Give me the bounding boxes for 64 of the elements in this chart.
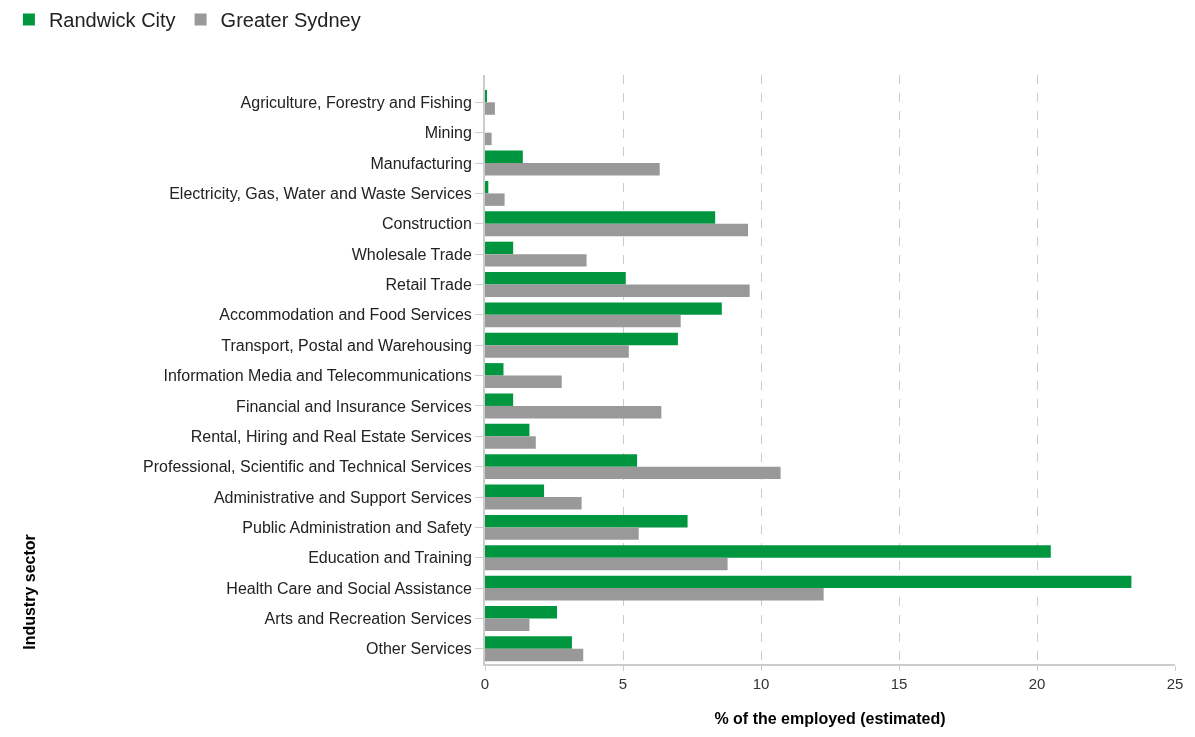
bar xyxy=(485,363,504,376)
y-tick-label: Financial and Insurance Services xyxy=(236,397,472,415)
bar xyxy=(485,284,750,297)
x-tick-label: 25 xyxy=(1166,675,1184,692)
bar xyxy=(485,254,587,267)
x-axis-title: % of the employed (estimated) xyxy=(714,710,946,728)
y-tick-label: Rental, Hiring and Real Estate Services xyxy=(190,427,472,445)
bar xyxy=(485,545,1051,558)
y-tick-label: Administrative and Support Services xyxy=(213,488,472,506)
y-tick-label: Transport, Postal and Warehousing xyxy=(221,336,472,354)
x-tick-label: 0 xyxy=(480,675,490,692)
legend-label: Randwick City xyxy=(48,9,176,32)
y-tick-label: Retail Trade xyxy=(385,276,472,294)
bar xyxy=(485,484,545,498)
bar xyxy=(485,527,639,540)
x-tick-label: 20 xyxy=(1028,675,1046,692)
bar xyxy=(485,193,505,206)
bar xyxy=(485,618,530,631)
bar xyxy=(485,345,629,358)
legend-label: Greater Sydney xyxy=(220,9,361,32)
bar xyxy=(485,241,514,255)
bar xyxy=(485,588,824,601)
y-tick-label: Public Administration and Safety xyxy=(242,518,472,536)
text: Industry sector xyxy=(21,534,39,650)
bar xyxy=(485,150,523,164)
bar xyxy=(485,393,514,406)
x-tick-label: 10 xyxy=(752,675,770,692)
y-tick-label: Information Media and Telecommunications xyxy=(163,367,472,385)
y-tick-label: Electricity, Gas, Water and Waste Services xyxy=(169,185,472,203)
y-tick-label: Mining xyxy=(424,124,472,142)
bar xyxy=(485,606,558,619)
bar xyxy=(485,272,626,285)
bar xyxy=(485,557,728,571)
x-tick-label: 5 xyxy=(618,675,628,692)
y-tick-label: Wholesale Trade xyxy=(351,245,472,263)
bar xyxy=(485,102,495,115)
bar xyxy=(485,332,678,346)
bar xyxy=(485,497,582,510)
y-tick-label: Other Services xyxy=(365,640,472,658)
bar xyxy=(485,302,722,315)
bar xyxy=(485,375,562,389)
y-tick-label: Education and Training xyxy=(308,549,472,567)
bar xyxy=(485,648,584,662)
y-tick-label: Professional, Scientific and Technical Services xyxy=(143,458,472,476)
bar xyxy=(485,163,660,176)
y-tick-label: Agriculture, Forestry and Fishing xyxy=(240,93,472,111)
bar xyxy=(485,223,749,237)
bar xyxy=(485,423,530,437)
bar xyxy=(485,314,681,328)
bar xyxy=(485,575,1132,589)
bar xyxy=(485,132,492,146)
y-tick-label: Accommodation and Food Services xyxy=(219,306,472,324)
bar xyxy=(485,436,536,449)
y-tick-label: Arts and Recreation Services xyxy=(264,610,472,628)
y-tick-label: Health Care and Social Assistance xyxy=(226,579,472,597)
x-tick-label: 15 xyxy=(890,675,908,692)
y-tick-label: Construction xyxy=(381,215,472,233)
bar xyxy=(485,454,638,467)
bar xyxy=(485,636,572,649)
bar xyxy=(485,405,662,419)
bar xyxy=(485,514,688,528)
bar xyxy=(485,466,781,480)
bar xyxy=(485,211,716,224)
y-tick-label: Manufacturing xyxy=(370,154,472,172)
